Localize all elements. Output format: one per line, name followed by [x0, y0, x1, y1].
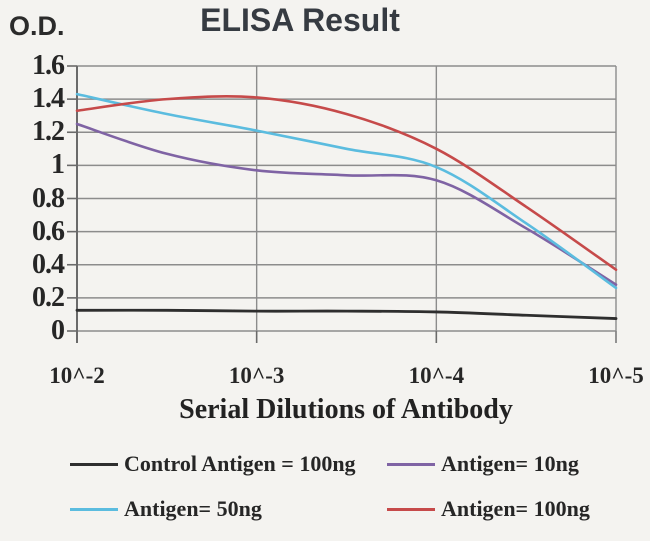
- series-line-2: [75, 92, 618, 290]
- legend-label: Antigen= 50ng: [124, 496, 262, 521]
- legend-item-antigen-10ng: Antigen= 10ng: [387, 451, 579, 477]
- x-tick-label: 10^-3: [228, 363, 285, 388]
- y-tick-label: 0.6: [32, 215, 65, 247]
- legend-label: Antigen= 10ng: [441, 451, 579, 476]
- x-axis-title: Serial Dilutions of Antibody: [179, 394, 513, 425]
- y-axis-title: O.D.: [9, 11, 65, 41]
- series-line-1: [75, 122, 618, 286]
- x-tick-label: 10^-5: [588, 363, 644, 388]
- series-line-0: [75, 308, 618, 320]
- legend-item-antigen-50ng: Antigen= 50ng: [70, 496, 262, 522]
- legend-label: Control Antigen = 100ng: [124, 451, 356, 476]
- y-tick-label: 1.2: [32, 116, 65, 148]
- legend-line-swatch-cyan: [70, 507, 118, 511]
- y-tick-label: 0.2: [32, 281, 65, 313]
- y-tick-label: 0.4: [32, 248, 65, 280]
- series-line-3: [75, 95, 618, 272]
- y-tick-label: 1.4: [32, 83, 65, 115]
- legend-line-swatch-black: [70, 462, 118, 466]
- legend-item-control-antigen-100ng: Control Antigen = 100ng: [70, 451, 356, 477]
- legend-item-antigen-100ng: Antigen= 100ng: [387, 496, 590, 522]
- y-tick-label: 0.8: [32, 182, 65, 214]
- y-tick-label: 0: [51, 315, 65, 346]
- y-tick-label: 1: [51, 149, 65, 181]
- legend-line-swatch-red: [387, 507, 435, 511]
- legend-line-swatch-purple: [387, 462, 435, 466]
- chart-title: ELISA Result: [200, 2, 400, 38]
- x-tick-label: 10^-2: [49, 363, 105, 388]
- y-tick-label: 1.6: [32, 50, 65, 81]
- x-tick-label: 10^-4: [408, 363, 465, 388]
- legend-label: Antigen= 100ng: [441, 496, 590, 521]
